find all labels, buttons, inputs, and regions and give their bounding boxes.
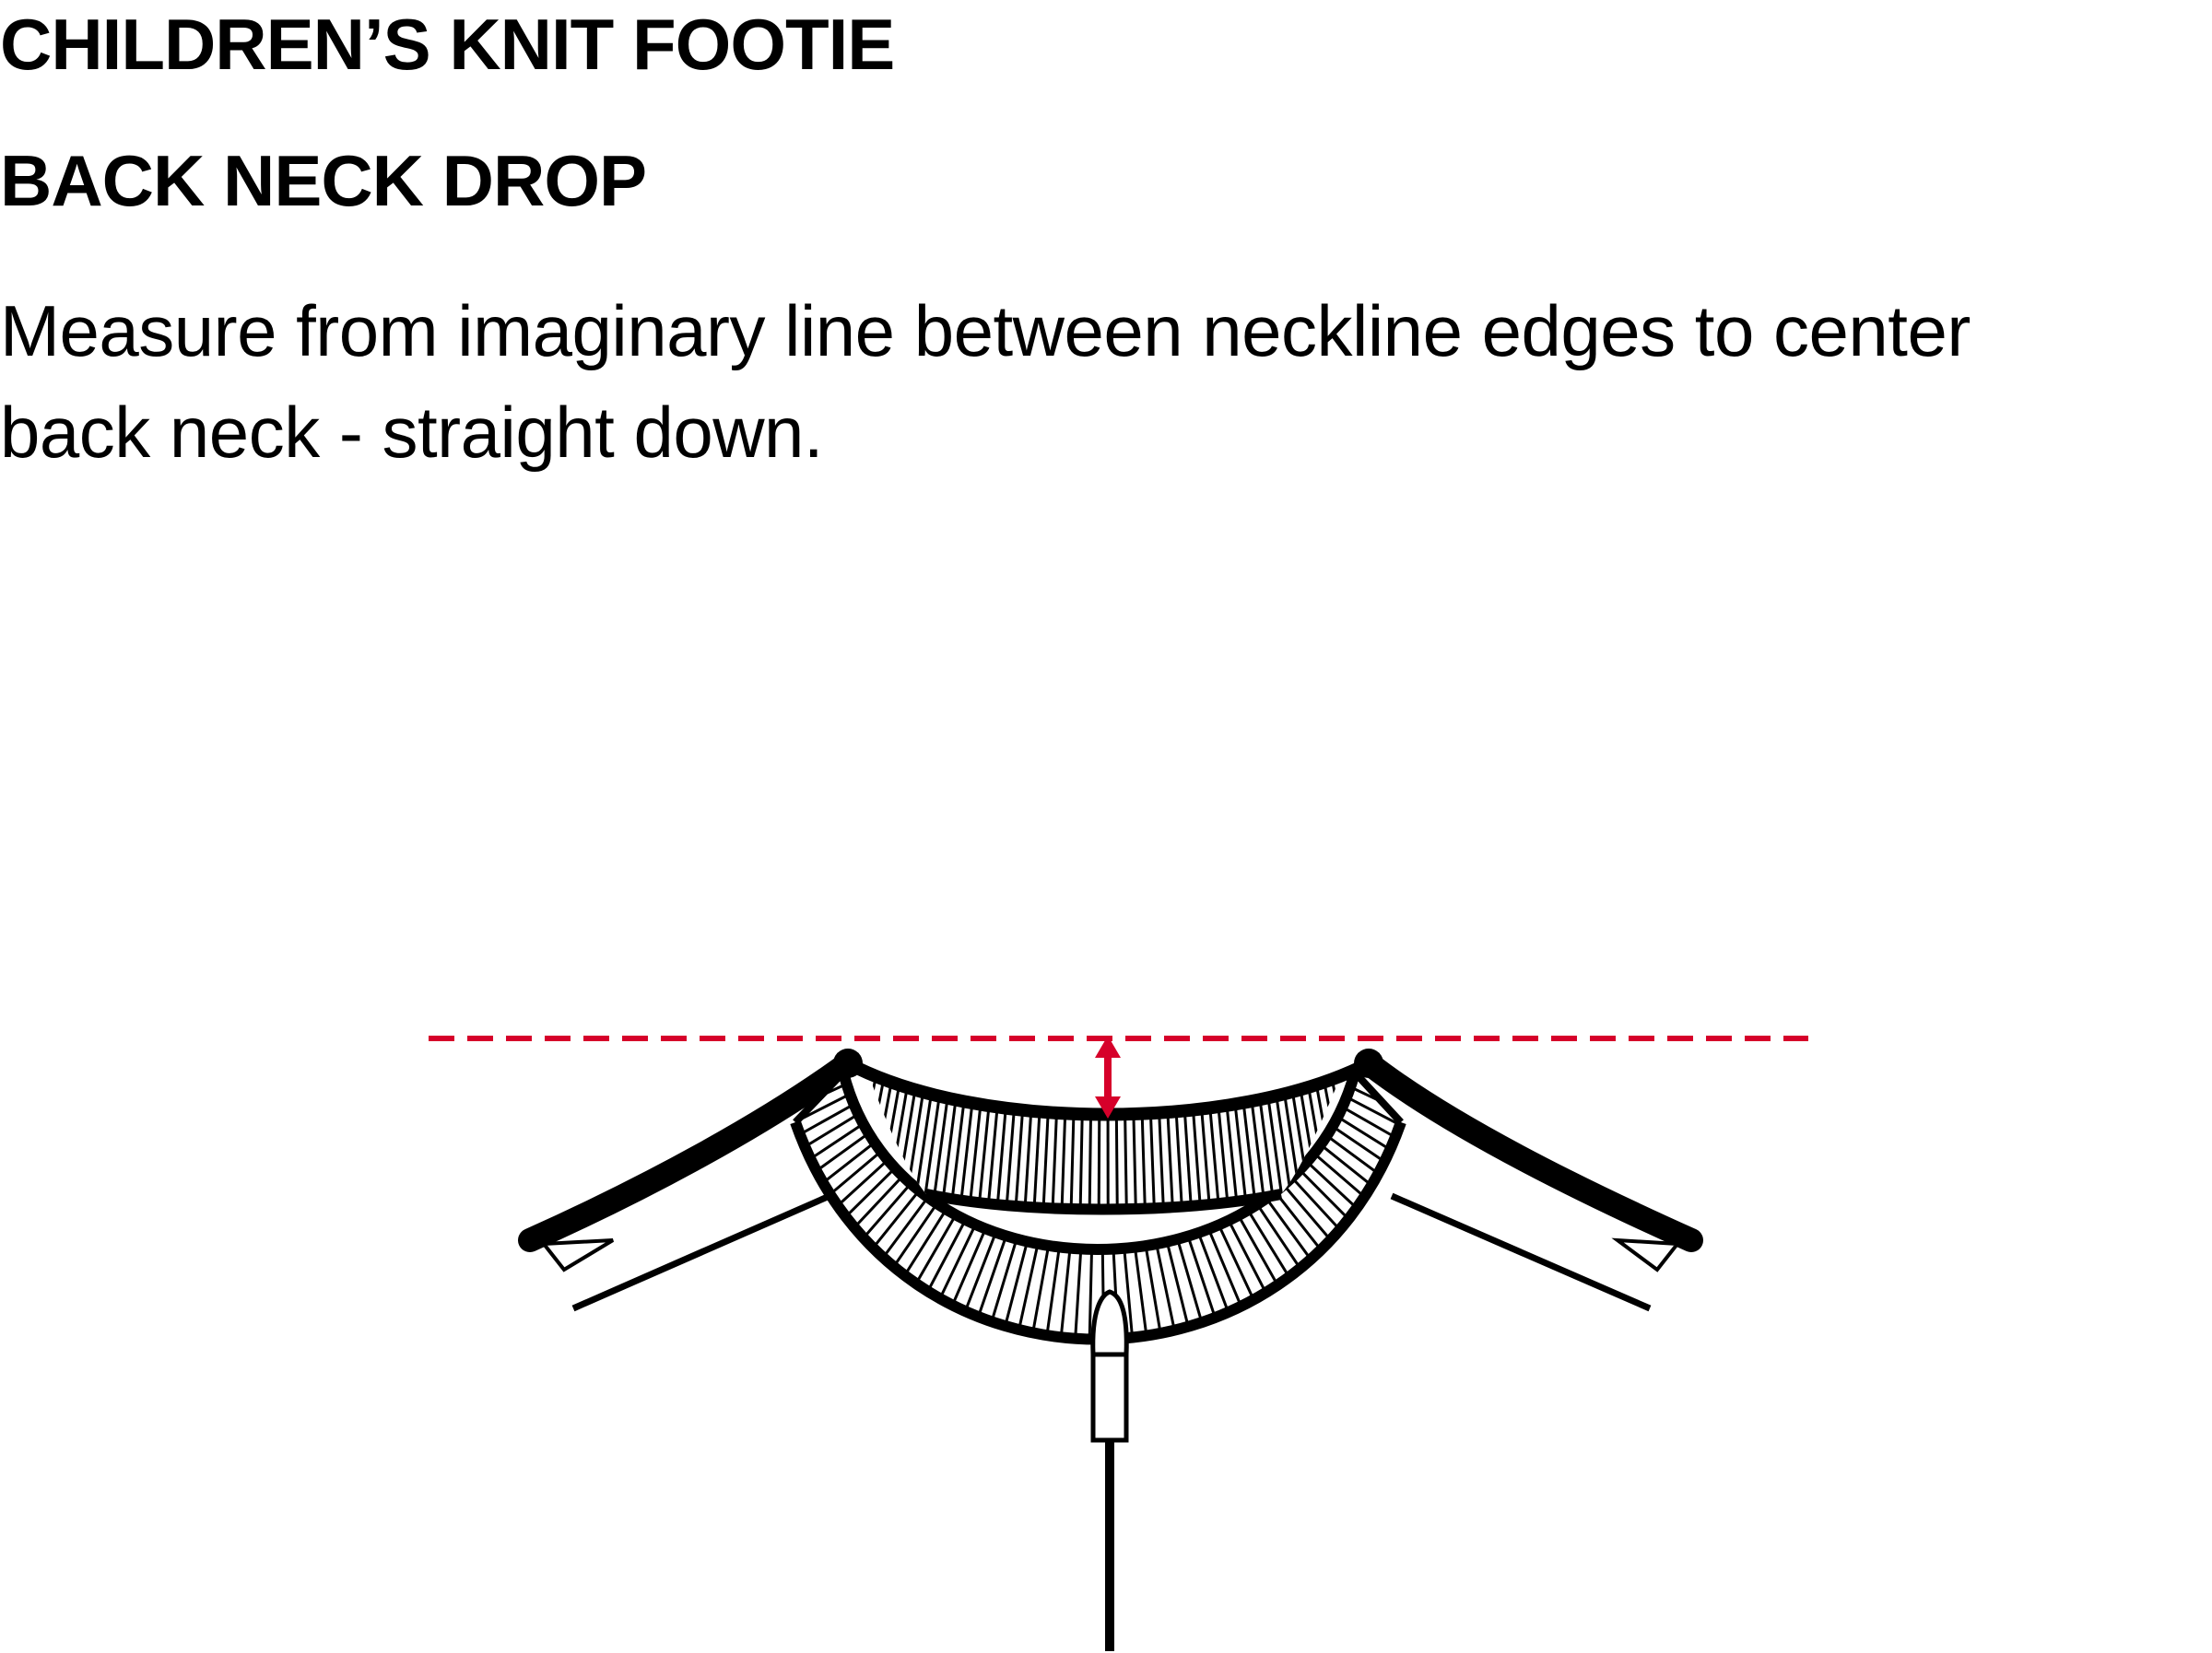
right-body-line [1390, 1192, 1652, 1312]
outer-band-inner-edge [838, 1071, 1360, 1255]
double-arrow-icon-top [1095, 1036, 1121, 1058]
left-shoulder-line [518, 1051, 860, 1252]
measurement-instructions: Measure from imaginary line between neck… [0, 290, 1971, 473]
body-lines [571, 1192, 1652, 1312]
right-shoulder-notch [1611, 1237, 1681, 1272]
shoulder-seams [518, 1051, 1703, 1272]
zipper-tab [1090, 1347, 1129, 1443]
zipper-head [1090, 1289, 1129, 1357]
left-neck-point [833, 1049, 863, 1078]
left-body-line [571, 1192, 831, 1312]
measurement-guide [429, 1036, 1808, 1119]
back-neck-seam [924, 1189, 1283, 1215]
page-title: CHILDREN’S KNIT FOOTIE [0, 4, 895, 85]
double-arrow-icon-bottom [1095, 1096, 1121, 1119]
right-neck-point [1354, 1049, 1383, 1078]
section-title: BACK NECK DROP [0, 140, 647, 221]
left-shoulder-notch [540, 1238, 615, 1272]
right-shoulder-line [1357, 1051, 1703, 1252]
zipper-pull [1090, 1289, 1129, 1651]
